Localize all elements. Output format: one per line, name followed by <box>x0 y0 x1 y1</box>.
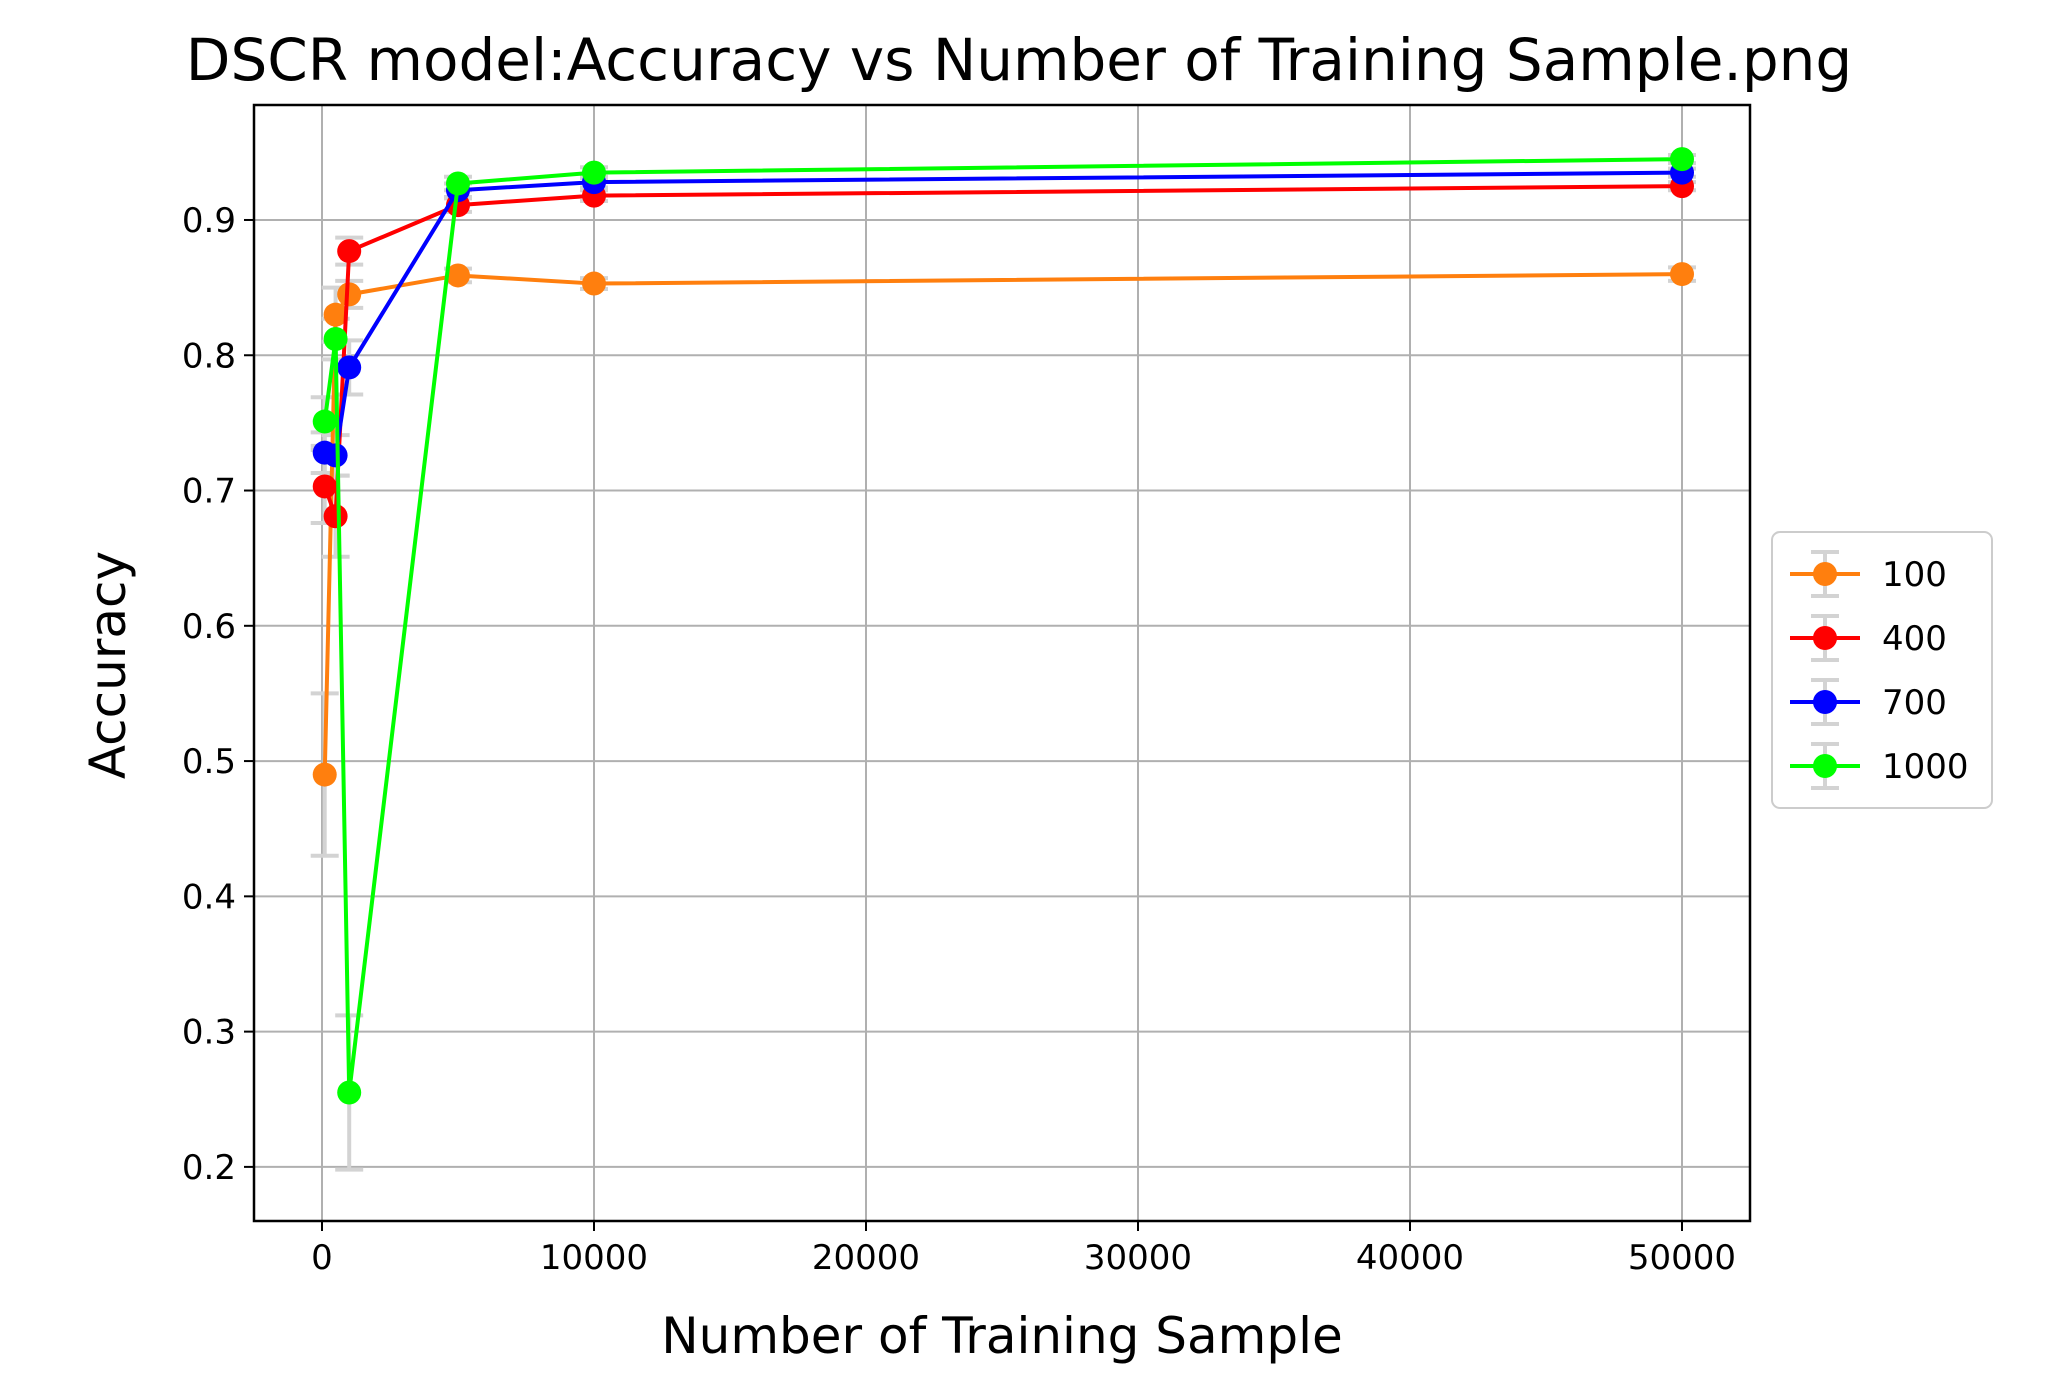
data-point-400 <box>312 474 337 499</box>
legend-label-100: 100 <box>1882 555 1947 595</box>
legend: 100 400 700 1000 <box>1771 531 1993 809</box>
errorbar-layer <box>310 153 1696 1172</box>
legend-marker-400 <box>1813 626 1837 650</box>
series-layer <box>312 147 1694 1105</box>
plot-frame <box>252 103 1752 1223</box>
data-point-1000 <box>312 409 337 434</box>
series-line-100 <box>322 272 1683 775</box>
x-tick-label: 10000 <box>540 1238 648 1278</box>
x-tick-label: 40000 <box>1356 1238 1464 1278</box>
data-point-100 <box>1670 262 1694 287</box>
x-tick-label: 30000 <box>1084 1238 1192 1278</box>
legend-label-700: 700 <box>1882 683 1947 723</box>
x-tick-label: 0 <box>311 1238 333 1278</box>
tick-layer: 0 10000 20000 30000 40000 50000 0.2 0.3 0.4 0.5 0.… <box>182 201 1736 1278</box>
chart-title: DSCR model:Accuracy vs Number of Trainin… <box>186 26 1852 94</box>
legend-frame <box>1771 531 1993 809</box>
data-point-700 <box>323 443 348 468</box>
data-point-400 <box>323 504 348 529</box>
data-point-100 <box>337 282 362 307</box>
legend-label-400: 400 <box>1882 619 1947 659</box>
data-point-700 <box>337 355 362 380</box>
legend-marker-700 <box>1813 690 1837 714</box>
y-tick-label: 0.3 <box>182 1013 236 1053</box>
y-tick-label: 0.8 <box>182 336 236 376</box>
data-point-100 <box>323 302 348 327</box>
y-tick-label: 0.5 <box>182 742 236 782</box>
series-line-700 <box>324 170 1683 458</box>
x-tick-label: 20000 <box>812 1238 920 1278</box>
y-tick-label: 0.4 <box>182 877 236 917</box>
grid-layer <box>254 105 1750 1221</box>
legend-marker-100 <box>1813 562 1837 586</box>
x-axis-label: Number of Training Sample <box>661 1307 1343 1365</box>
legend-marker-1000 <box>1813 754 1837 778</box>
data-point-1000 <box>582 160 606 185</box>
y-tick-label: 0.9 <box>182 201 236 241</box>
legend-label-1000: 1000 <box>1882 747 1969 787</box>
y-axis-label: Accuracy <box>79 551 137 779</box>
data-point-100 <box>312 762 337 787</box>
data-point-1000 <box>1670 147 1694 172</box>
x-tick-label: 50000 <box>1628 1238 1736 1278</box>
y-tick-label: 0.2 <box>182 1148 236 1188</box>
data-point-1000 <box>446 171 470 196</box>
series-line-1000 <box>322 157 1683 1095</box>
data-point-400 <box>337 239 362 264</box>
data-point-100 <box>582 271 606 296</box>
series-line-400 <box>322 184 1683 519</box>
data-point-100 <box>446 263 470 288</box>
data-point-1000 <box>337 1080 362 1105</box>
data-point-1000 <box>323 327 348 352</box>
y-tick-label: 0.6 <box>182 607 236 647</box>
y-tick-label: 0.7 <box>182 472 236 512</box>
